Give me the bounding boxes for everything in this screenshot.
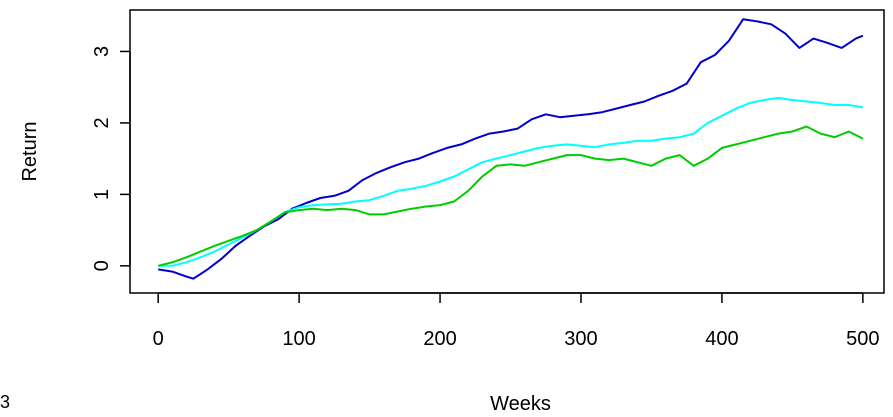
- x-tick-label: 500: [846, 328, 879, 350]
- series-line-1: [158, 18, 864, 280]
- x-axis: 0 100 200 300 400 500: [153, 292, 880, 350]
- y-tick-label: 3: [91, 46, 113, 57]
- corner-label: 3: [0, 392, 11, 412]
- y-axis-title: Return: [19, 121, 41, 181]
- series-line-3: [157, 125, 864, 267]
- x-tick-label: 300: [564, 328, 597, 350]
- y-axis: 0 1 2 3: [91, 46, 131, 271]
- x-tick-label: 200: [423, 328, 456, 350]
- y-tick-label: 0: [91, 260, 113, 271]
- y-tick-label: 1: [91, 189, 113, 200]
- y-tick-label: 2: [91, 117, 113, 128]
- plot-frame: [129, 9, 885, 294]
- x-axis-title: Weeks: [490, 393, 551, 415]
- x-tick-label: 400: [705, 328, 738, 350]
- series-layer: [157, 18, 864, 280]
- x-tick-label: 0: [153, 328, 164, 350]
- series-line-2: [158, 96, 864, 267]
- x-tick-label: 100: [282, 328, 315, 350]
